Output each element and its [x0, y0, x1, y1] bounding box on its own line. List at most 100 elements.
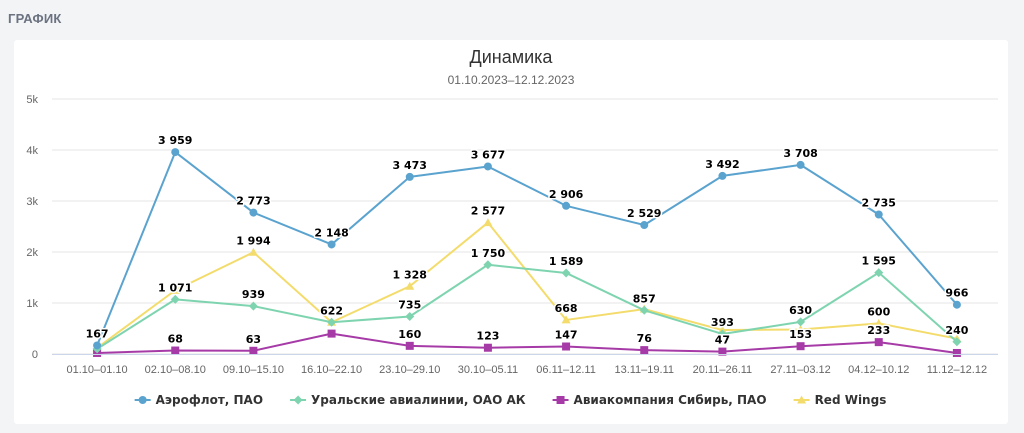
data-point-2-11[interactable] — [952, 348, 961, 357]
data-point-0-11[interactable] — [952, 300, 961, 309]
chart-title: Динамика — [470, 47, 554, 67]
legend-marker[interactable] — [293, 395, 303, 405]
legend-item-0[interactable]: Аэрофлот, ПАО — [134, 393, 263, 407]
data-label: 857 — [633, 292, 656, 305]
series-line-2 — [97, 332, 958, 354]
data-point-1-8[interactable] — [717, 329, 727, 339]
data-point-1-6[interactable] — [561, 268, 571, 278]
data-point-0-5[interactable] — [483, 162, 492, 171]
data-label: 2 529 — [627, 207, 661, 220]
data-point-2-5[interactable] — [483, 343, 492, 352]
data-point-0-6[interactable] — [562, 201, 571, 210]
series-layer — [92, 148, 962, 357]
x-tick-label: 23.10–29.10 — [379, 364, 440, 376]
legend-marker[interactable] — [138, 396, 147, 404]
data-point-2-6[interactable] — [562, 342, 571, 351]
legend-label: Red Wings — [815, 393, 887, 407]
data-point-1-9[interactable] — [796, 317, 806, 327]
legend-item-3[interactable]: Red Wings — [793, 393, 887, 407]
data-point-0-2[interactable] — [249, 208, 258, 217]
data-label: 123 — [476, 330, 499, 343]
data-label: 1 589 — [549, 255, 583, 268]
data-label: 233 — [867, 324, 890, 337]
x-tick-label: 09.10–15.10 — [223, 364, 284, 376]
data-label: 2 773 — [236, 195, 270, 208]
legend-item-1[interactable]: Уральские авиалинии, ОАО АК — [290, 393, 526, 407]
data-label: 1 994 — [236, 234, 271, 247]
data-point-2-9[interactable] — [796, 342, 805, 351]
data-point-2-7[interactable] — [640, 346, 649, 355]
data-point-2-3[interactable] — [327, 329, 336, 338]
data-label: 3 473 — [393, 159, 427, 172]
data-label: 3 677 — [471, 148, 505, 161]
data-point-3-2[interactable] — [248, 247, 258, 256]
data-label: 63 — [246, 333, 261, 346]
x-tick-label: 06.11–12.11 — [536, 364, 596, 376]
data-point-3-10[interactable] — [874, 318, 884, 327]
y-tick-label: 5k — [26, 94, 38, 106]
data-label: 2 735 — [862, 197, 896, 210]
legend[interactable]: Аэрофлот, ПАО Уральские авиалинии, ОАО АК… — [134, 393, 887, 407]
data-label: 2 577 — [471, 205, 505, 218]
data-point-2-4[interactable] — [405, 341, 414, 350]
x-tick-label: 20.11–26.11 — [693, 364, 753, 376]
data-point-3-4[interactable] — [405, 281, 415, 290]
data-label: 735 — [398, 299, 421, 312]
series-2 — [93, 329, 961, 357]
data-point-0-3[interactable] — [327, 240, 336, 249]
data-label: 1 595 — [862, 255, 896, 268]
data-point-3-6[interactable] — [561, 315, 571, 324]
data-label: 2 906 — [549, 188, 584, 201]
data-point-3-5[interactable] — [483, 218, 493, 227]
data-label: 1 750 — [471, 247, 506, 260]
data-label: 1 071 — [158, 281, 192, 294]
data-point-2-8[interactable] — [718, 347, 727, 356]
data-label: 3 492 — [705, 158, 739, 171]
x-tick-label: 02.10–08.10 — [145, 364, 206, 376]
data-point-1-11[interactable] — [952, 337, 962, 347]
x-tick-label: 11.12–12.12 — [927, 364, 987, 376]
data-point-0-8[interactable] — [718, 171, 727, 180]
data-point-2-2[interactable] — [249, 346, 258, 355]
data-point-0-1[interactable] — [171, 148, 180, 157]
x-tick-label: 16.10–22.10 — [301, 364, 362, 376]
data-point-1-3[interactable] — [327, 317, 337, 327]
data-label: 1 328 — [393, 268, 427, 281]
data-label: 630 — [789, 304, 812, 317]
data-label: 3 959 — [158, 134, 192, 147]
legend-item-2[interactable]: Авиакомпания Сибирь, ПАО — [552, 393, 767, 407]
x-tick-label: 01.10–01.10 — [66, 364, 127, 376]
data-point-3-9[interactable] — [796, 325, 806, 334]
data-point-1-4[interactable] — [405, 312, 415, 322]
data-label: 622 — [320, 304, 343, 317]
data-point-0-7[interactable] — [640, 221, 649, 230]
data-point-1-2[interactable] — [248, 301, 258, 311]
data-label: 160 — [398, 328, 421, 341]
series-line-1 — [96, 263, 958, 350]
data-point-0-0[interactable] — [93, 341, 102, 350]
y-tick-label: 4k — [26, 145, 38, 157]
data-point-2-10[interactable] — [874, 338, 883, 347]
series-3 — [92, 218, 962, 352]
x-tick-label: 27.11–03.12 — [770, 364, 830, 376]
x-tick-label: 30.10–05.11 — [458, 364, 518, 376]
legend-marker[interactable] — [797, 395, 807, 404]
data-label: 393 — [711, 316, 734, 329]
chart-subtitle: 01.10.2023–12.12.2023 — [448, 73, 575, 87]
data-point-0-10[interactable] — [874, 210, 883, 219]
legend-marker[interactable] — [556, 396, 565, 404]
data-point-1-10[interactable] — [874, 268, 884, 278]
data-label: 668 — [555, 302, 578, 315]
data-point-1-5[interactable] — [483, 260, 493, 270]
data-label: 153 — [789, 328, 812, 341]
data-point-1-1[interactable] — [170, 294, 180, 304]
legend-label: Аэрофлот, ПАО — [156, 393, 263, 407]
series-line-3 — [96, 221, 958, 349]
data-point-1-7[interactable] — [639, 305, 649, 315]
data-point-0-4[interactable] — [405, 172, 414, 181]
data-point-0-9[interactable] — [796, 160, 805, 169]
series-0 — [93, 148, 961, 350]
data-point-2-1[interactable] — [171, 346, 180, 355]
data-point-3-1[interactable] — [170, 285, 180, 294]
